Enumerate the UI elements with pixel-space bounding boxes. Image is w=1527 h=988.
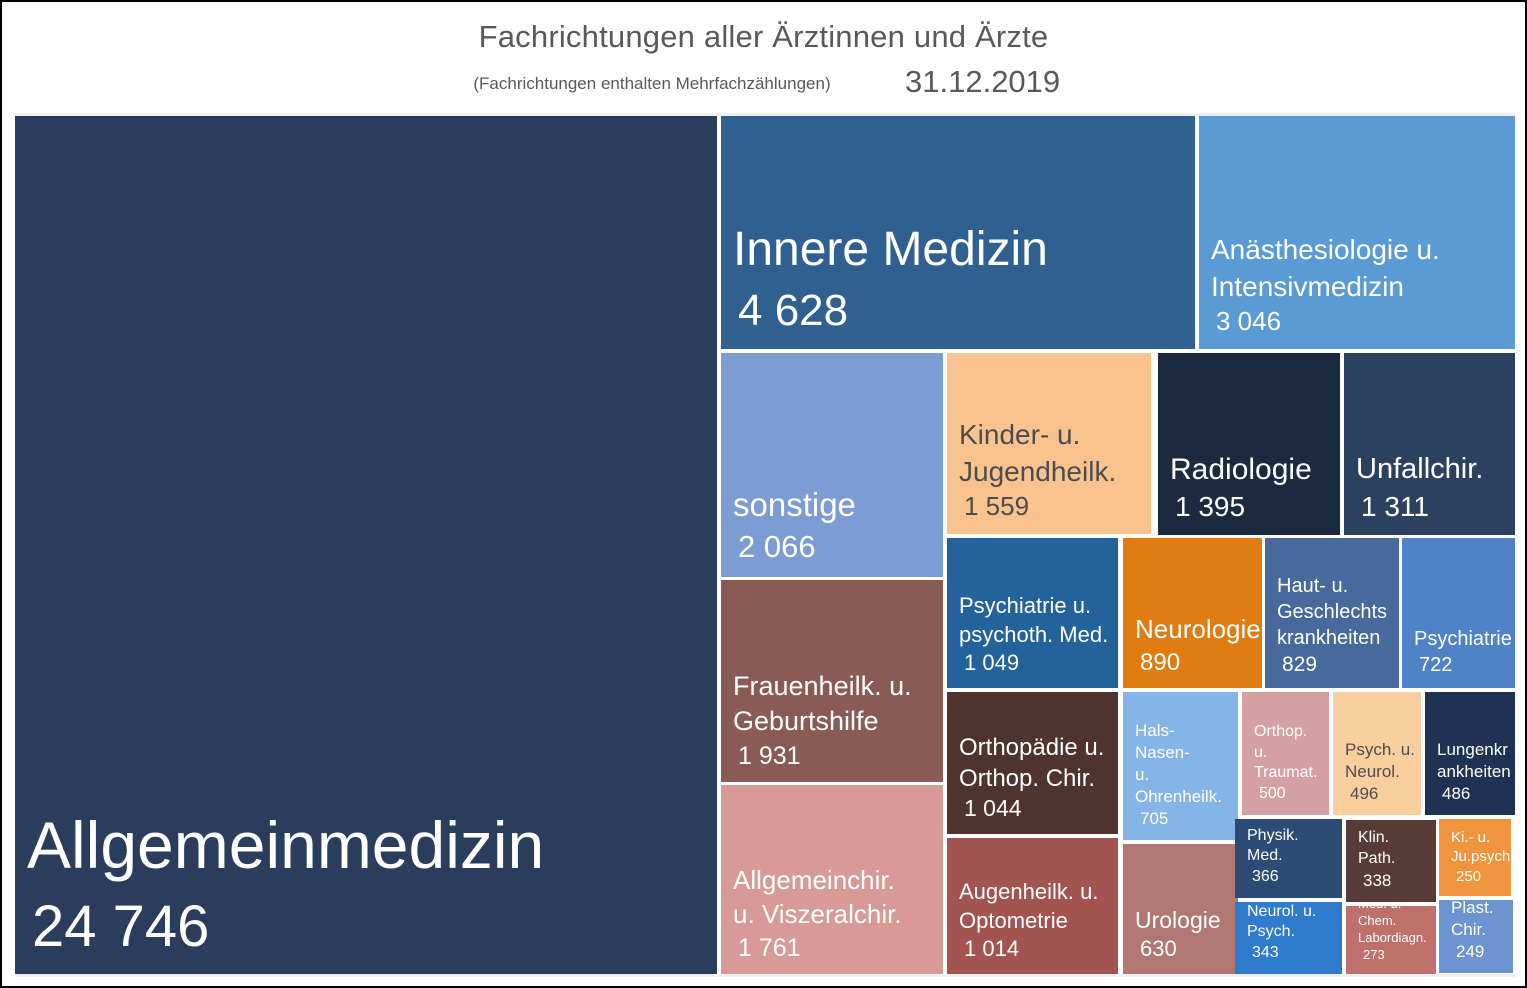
tile-label: Physik. Med. xyxy=(1247,826,1299,865)
treemap-tile-innere-medizin: Innere Medizin 4 628 xyxy=(721,116,1195,349)
treemap-tile-kinder-jugendheilkunde: Kinder- u. Jugendheilk. 1 559 xyxy=(947,353,1151,534)
tile-value: 1 559 xyxy=(964,491,1030,522)
treemap-tile-unfallchirurgie: Unfallchir. 1 311 xyxy=(1344,353,1515,535)
tile-value: 249 xyxy=(1456,941,1485,961)
treemap-tile-augenheilkunde-optometrie: Augenheilk. u. Optometrie 1 014 xyxy=(947,838,1118,974)
treemap-tile-allgemeinmedizin: Allgemeinmedizin 24 746 xyxy=(15,116,717,974)
tile-value: 1 395 xyxy=(1175,490,1246,522)
treemap-tile-medizinische-chemische-labordiagnostik: Med. u. Chem. Labordiagn.273 xyxy=(1346,906,1436,974)
treemap-tile-lungenkrankheiten: Lungenkr ankheiten 486 xyxy=(1425,692,1515,815)
tile-label: Neurol. u. Psych. xyxy=(1247,902,1317,941)
tile-value: 1 311 xyxy=(1361,490,1429,522)
tile-value: 3 046 xyxy=(1216,306,1282,337)
tile-label: Unfallchir. xyxy=(1356,452,1484,485)
tile-value: 250 xyxy=(1456,867,1482,885)
tile-value: 2 066 xyxy=(738,528,816,564)
tile-value: 705 xyxy=(1140,808,1169,828)
treemap-tile-plastische-chirurgie: Plast. Chir. 249 xyxy=(1439,900,1513,973)
tile-label: Anästhesiologie u. Intensivmedizin xyxy=(1211,234,1440,302)
treemap-tile-frauenheilkunde-geburtshilfe: Frauenheilk. u. Geburtshilfe 1 931 xyxy=(721,580,943,782)
tile-label: Klin. Path. xyxy=(1358,829,1396,868)
tile-label: Orthopädie u. Orthop. Chir. xyxy=(959,733,1105,792)
chart-date: 31.12.2019 xyxy=(905,64,1061,99)
tile-value: 338 xyxy=(1363,870,1392,890)
tile-label: Psychiatrie u. psychoth. Med. xyxy=(959,593,1109,647)
tile-label: Med. u. Chem. Labordiagn. xyxy=(1358,906,1427,946)
treemap-tile-haut-geschlechtskrankheiten: Haut- u. Geschlechts krankheiten 829 xyxy=(1265,538,1399,688)
tile-label: Psych. u. Neurol. xyxy=(1345,739,1415,781)
tile-value: 1 014 xyxy=(964,936,1020,962)
tile-value: 4 628 xyxy=(738,285,849,335)
tile-label: Lungenkr ankheiten xyxy=(1437,739,1511,781)
treemap-tile-neurologie: Neurologie 890 xyxy=(1123,538,1262,688)
treemap-tile-allgemeinchirurgie-viszeralchirurgie: Allgemeinchir. u. Viszeralchir. 1 761 xyxy=(721,785,943,974)
treemap-tile-psychiatrie-neurologie: Psych. u. Neurol. 496 xyxy=(1333,692,1421,815)
tile-label: Plast. Chir. xyxy=(1451,900,1494,939)
tile-value: 630 xyxy=(1140,936,1177,962)
tile-value: 1 761 xyxy=(738,933,801,962)
tile-label: Urologie xyxy=(1135,906,1221,933)
treemap: Allgemeinmedizin 24 746 Innere Medizin 4 62… xyxy=(15,113,1515,977)
treemap-tile-physikalische-medizin: Physik. Med. 366 xyxy=(1235,819,1342,898)
tile-value: 1 044 xyxy=(964,795,1022,822)
tile-value: 1 049 xyxy=(964,650,1020,676)
tile-value: 486 xyxy=(1442,783,1471,803)
tile-value: 890 xyxy=(1140,648,1181,676)
tile-label: Hals- Nasen- u. Ohrenheilk. xyxy=(1135,720,1222,806)
tile-label: Radiologie xyxy=(1170,452,1312,486)
treemap-tile-psychiatrie: Psychiatrie 722 xyxy=(1402,538,1515,688)
treemap-tile-neurologie-psychiatrie: Neurol. u. Psych. 343 xyxy=(1235,902,1342,974)
tile-value: 24 746 xyxy=(32,893,210,959)
tile-label: Haut- u. Geschlechts krankheiten xyxy=(1277,574,1388,649)
treemap-tile-klinische-pathologie: Klin. Path. 338 xyxy=(1346,820,1436,902)
tile-value: 722 xyxy=(1419,654,1453,676)
tile-label: Allgemeinmedizin xyxy=(27,807,545,882)
tile-value: 343 xyxy=(1252,944,1279,962)
tile-label: Neurologie xyxy=(1135,614,1261,645)
tile-value: 496 xyxy=(1350,783,1379,803)
tile-label: Innere Medizin xyxy=(733,223,1048,277)
treemap-tile-orthopaedie-orthopaedische-chirurgie: Orthopädie u. Orthop. Chir. 1 044 xyxy=(947,692,1118,834)
treemap-tile-hals-nasen-ohrenheilkunde: Hals- Nasen- u. Ohrenheilk. 705 xyxy=(1123,692,1238,840)
tile-label: Frauenheilk. u. Geburtshilfe xyxy=(733,671,912,737)
tile-value: 366 xyxy=(1252,868,1279,886)
treemap-tile-orthopaedie-traumatologie: Orthop. u. Traumat. 500 xyxy=(1242,692,1329,815)
tile-value: 500 xyxy=(1259,785,1286,803)
tile-value: 1 931 xyxy=(738,741,801,770)
tile-value: 273 xyxy=(1363,947,1385,963)
treemap-tile-urologie: Urologie 630 xyxy=(1123,844,1238,974)
tile-label: Augenheilk. u. Optometrie xyxy=(959,879,1099,933)
treemap-tile-anaesthesiologie-intensivmedizin: Anästhesiologie u. Intensivmedizin 3 046 xyxy=(1199,116,1515,349)
tile-label: sonstige xyxy=(733,485,856,523)
tile-value: 829 xyxy=(1282,652,1318,676)
tile-label: Psychiatrie xyxy=(1414,628,1512,650)
tile-label: Allgemeinchir. u. Viszeralchir. xyxy=(733,864,902,929)
tile-label: Kinder- u. Jugendheilk. xyxy=(959,419,1117,487)
chart-title: Fachrichtungen aller Ärztinnen und Ärzte xyxy=(478,19,1049,54)
treemap-tile-psychiatrie-psychotherapeutische-medizin: Psychiatrie u. psychoth. Med. 1 049 xyxy=(947,538,1118,688)
tile-label: Ki.- u. Ju.psych. xyxy=(1451,828,1511,866)
treemap-tile-kinder-jugendpsychiatrie: Ki.- u. Ju.psych. 250 xyxy=(1439,819,1511,896)
treemap-tile-sonstige: sonstige 2 066 xyxy=(721,353,943,577)
treemap-tile-radiologie: Radiologie 1 395 xyxy=(1158,353,1340,535)
tile-label: Orthop. u. Traumat. xyxy=(1254,722,1318,782)
chart-subtitle: (Fachrichtungen enthalten Mehrfachzählun… xyxy=(473,74,831,93)
